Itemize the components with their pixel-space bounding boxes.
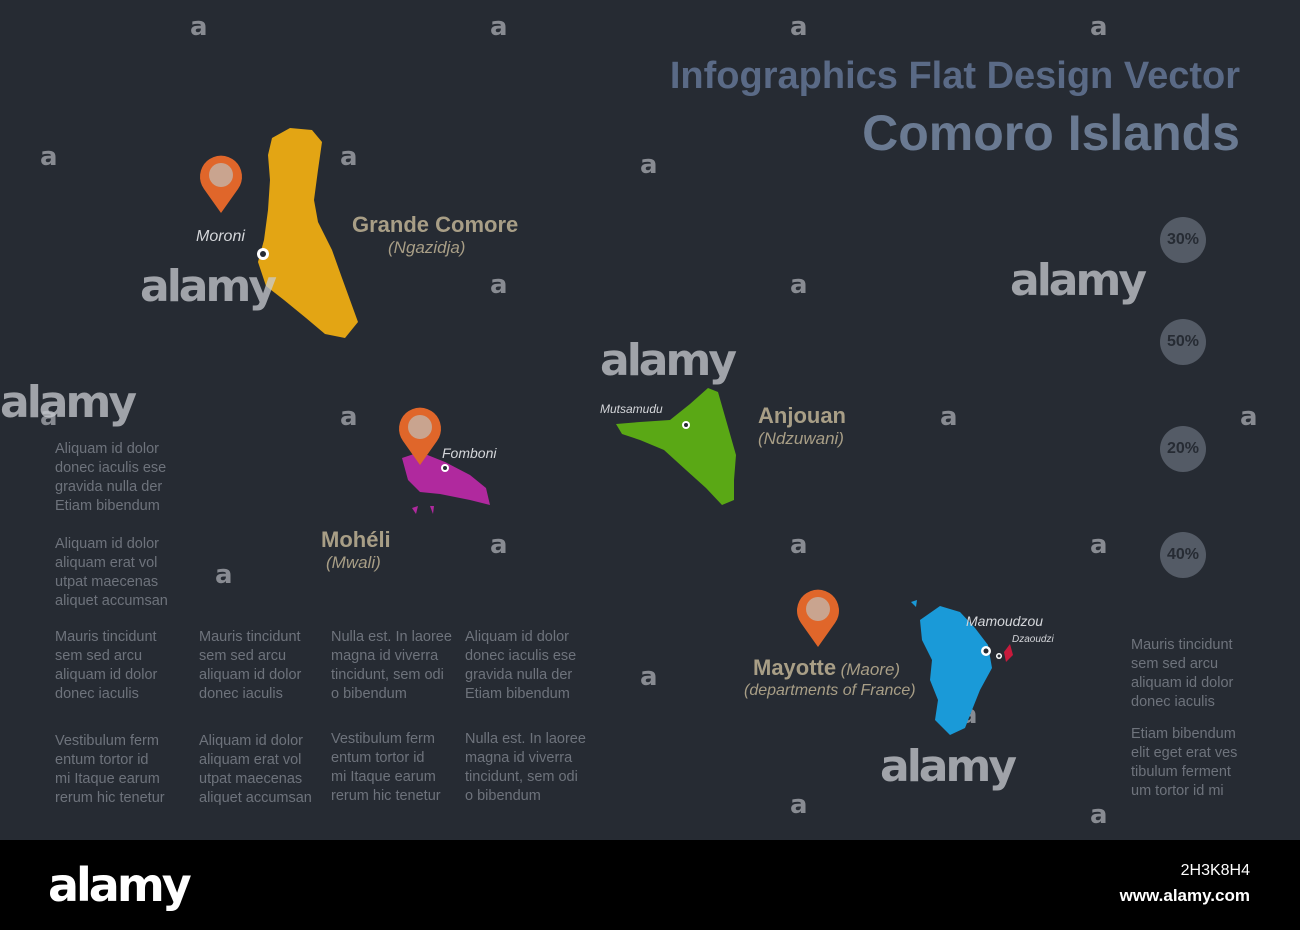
text-block: Aliquam id dolor aliquam erat vol utpat …: [55, 536, 168, 609]
island-label-mayotte: Mayotte (Maore): [753, 655, 900, 681]
island-note: (departments of France): [744, 682, 916, 699]
watermark-mark: a: [1090, 12, 1108, 42]
text-block: Aliquam id dolor donec iaculis ese gravi…: [55, 441, 167, 514]
map-layer: [200, 128, 1013, 735]
island-moheli[interactable]: [402, 452, 490, 505]
subtitle: Infographics Flat Design Vector: [669, 55, 1240, 97]
watermark-mark: a: [940, 402, 958, 432]
capital-label: Mutsamudu: [600, 402, 663, 416]
text-block: Vestibulum ferm entum tortor id mi Itaqu…: [55, 733, 165, 806]
watermark-mark: a: [790, 12, 808, 42]
islet-mayotte: [911, 600, 917, 607]
page-title: Comoro Islands: [862, 105, 1240, 161]
percent-badge: 30%: [1160, 217, 1206, 263]
percent-badge: 50%: [1160, 319, 1206, 365]
watermark-mark: a: [40, 142, 58, 172]
watermark: alamy: [140, 261, 277, 312]
watermark-mark: a: [40, 402, 58, 432]
watermark-mark: a: [340, 402, 358, 432]
capital-label: Mamoudzou: [966, 613, 1044, 629]
percent-badge: 20%: [1160, 426, 1206, 472]
watermark-mark: a: [490, 12, 508, 42]
island-alt-name: (Ngazidja): [388, 238, 466, 257]
island-grande-comore[interactable]: [258, 128, 358, 338]
island-name: Mayotte: [753, 655, 837, 680]
percent-badge: 40%: [1160, 532, 1206, 578]
islet-moheli: [412, 506, 434, 514]
island-alt-name: (Maore): [840, 660, 901, 679]
watermark-mark: a: [215, 560, 233, 590]
capital-label: Fomboni: [442, 445, 497, 461]
site-url: www.alamy.com: [1119, 886, 1250, 905]
text-block: Aliquam id dolor aliquam erat vol utpat …: [199, 733, 312, 806]
island-dzaoudzi: [1004, 644, 1013, 662]
island-alt-name: (Ndzuwani): [758, 429, 844, 448]
text-block: Aliquam id dolor donec iaculis ese gravi…: [465, 629, 577, 702]
watermark-mark: a: [1090, 800, 1108, 830]
watermark: alamy: [600, 335, 737, 386]
text-block: Nulla est. In laoree magna id viverra ti…: [331, 629, 452, 702]
capital-label: Dzaoudzi: [1012, 634, 1054, 645]
watermark-mark: a: [790, 530, 808, 560]
watermark-mark: a: [190, 12, 208, 42]
island-mayotte[interactable]: [920, 606, 992, 735]
text-block: Etiam bibendum elit eget erat ves tibulu…: [1131, 726, 1238, 799]
island-name: Mohéli: [321, 527, 391, 552]
footer-bar: alamy 2H3K8H4 www.alamy.com: [0, 840, 1300, 930]
island-name: Grande Comore: [352, 212, 519, 237]
infographic-canvas: aaaaaaaaaaaaaaaaaaaaa Infographics Flat …: [0, 0, 1300, 840]
map-pin-icon: [399, 407, 441, 465]
capital-label: Moroni: [196, 228, 245, 245]
text-block: Mauris tincidunt sem sed arcu aliquam id…: [1131, 637, 1234, 710]
watermark: alamy: [0, 377, 137, 428]
text-block: Nulla est. In laoree magna id viverra ti…: [465, 731, 586, 804]
text-block: Mauris tincidunt sem sed arcu aliquam id…: [199, 629, 302, 702]
text-block: Mauris tincidunt sem sed arcu aliquam id…: [55, 629, 158, 702]
watermark-mark: a: [790, 790, 808, 820]
island-alt-name: (Mwali): [326, 553, 381, 572]
map-pin-icon: [200, 155, 242, 213]
island-anjouan[interactable]: [616, 388, 736, 505]
watermark-mark: a: [1240, 402, 1258, 432]
text-block: Vestibulum ferm entum tortor id mi Itaqu…: [331, 731, 441, 804]
watermark-mark: a: [490, 530, 508, 560]
watermark-mark: a: [1090, 530, 1108, 560]
watermark-mark: a: [490, 270, 508, 300]
watermark-mark: a: [790, 270, 808, 300]
alamy-logo: alamy: [48, 858, 192, 912]
island-name: Anjouan: [758, 403, 846, 428]
image-id: 2H3K8H4: [1180, 862, 1250, 879]
watermark-mark: a: [640, 150, 658, 180]
watermark: alamy: [1010, 255, 1147, 306]
watermark-mark: a: [340, 142, 358, 172]
map-pin-icon: [797, 589, 839, 647]
watermark: alamy: [880, 741, 1017, 792]
watermark-mark: a: [640, 662, 658, 692]
